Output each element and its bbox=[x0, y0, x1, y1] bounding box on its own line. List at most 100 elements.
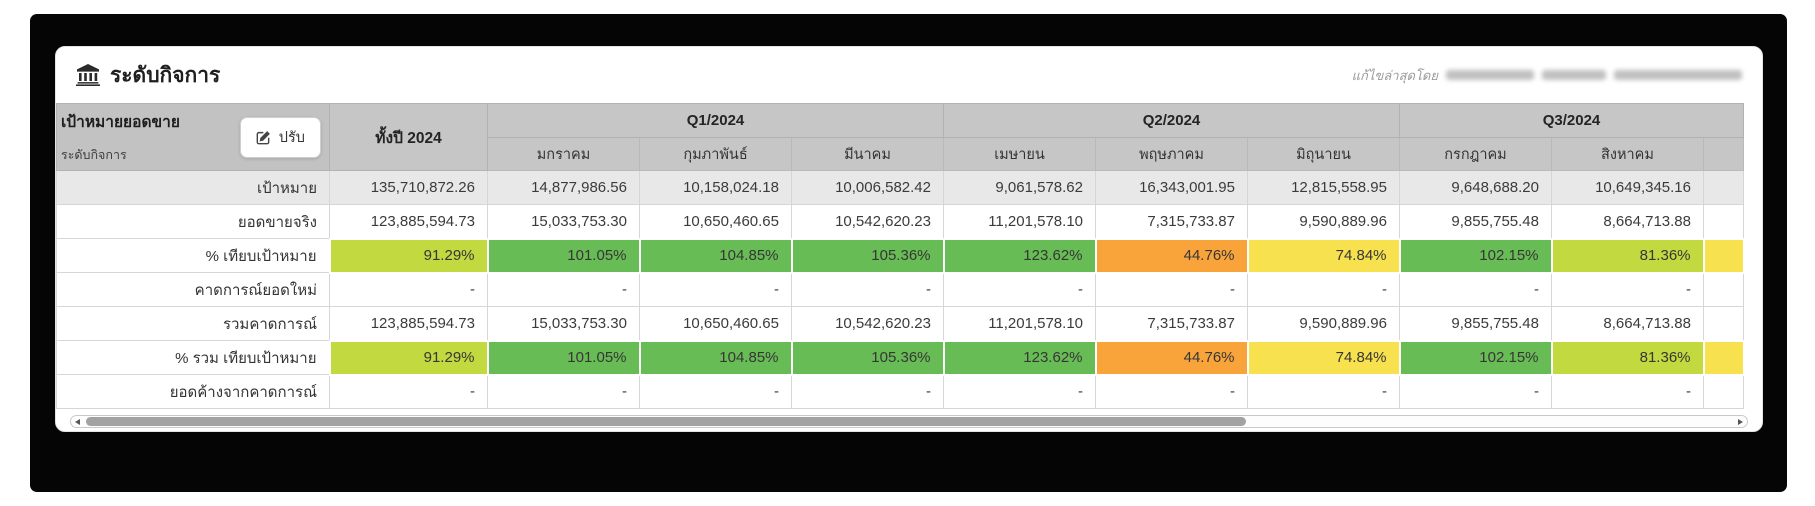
last-edited-redacted bbox=[1446, 70, 1534, 80]
cell: 15,033,753.30 bbox=[487, 204, 640, 239]
cell-partial bbox=[1703, 306, 1744, 341]
cell: 8,664,713.88 bbox=[1551, 306, 1704, 341]
cell: 9,855,755.48 bbox=[1399, 204, 1552, 239]
header-row-months: มกราคม กุมภาพันธ์ มีนาคม เมษายน พฤษภาคม … bbox=[57, 137, 1744, 171]
col-header-q3: Q3/2024 bbox=[1399, 103, 1744, 138]
cell-partial bbox=[1703, 374, 1744, 409]
percent-cell: 81.36% bbox=[1550, 237, 1705, 274]
cell: - bbox=[1095, 374, 1248, 409]
cell: 14,877,986.56 bbox=[487, 170, 640, 205]
percent-cell: 104.85% bbox=[638, 237, 793, 274]
row-label: คาดการณ์ยอดใหม่ bbox=[56, 272, 330, 307]
percent-cell: 44.76% bbox=[1094, 339, 1249, 376]
cell-partial bbox=[1703, 204, 1744, 239]
cell-partial bbox=[1702, 339, 1745, 376]
percent-cell: 91.29% bbox=[328, 339, 489, 376]
percent-cell: 101.05% bbox=[486, 237, 641, 274]
cell: - bbox=[329, 374, 488, 409]
adjust-button[interactable]: ปรับ bbox=[239, 116, 321, 158]
percent-cell: 74.84% bbox=[1246, 339, 1401, 376]
cell: 9,061,578.62 bbox=[943, 170, 1096, 205]
last-edited-label: แก้ไขล่าสุดโดย bbox=[1351, 67, 1438, 83]
cell: - bbox=[1399, 272, 1552, 307]
page-title: ระดับกิจการ bbox=[110, 63, 221, 87]
cell: - bbox=[943, 374, 1096, 409]
cell: - bbox=[1551, 272, 1704, 307]
last-edited-redacted bbox=[1614, 70, 1742, 80]
cell: 10,650,460.65 bbox=[639, 306, 792, 341]
cell: - bbox=[487, 272, 640, 307]
cell: - bbox=[791, 272, 944, 307]
scroll-right-icon[interactable] bbox=[1738, 418, 1743, 425]
cell: 11,201,578.10 bbox=[943, 204, 1096, 239]
cell-partial bbox=[1702, 237, 1745, 274]
cell: 10,542,620.23 bbox=[791, 204, 944, 239]
corner-subtitle: ระดับกิจการ bbox=[61, 148, 127, 162]
cell: 9,590,889.96 bbox=[1247, 306, 1400, 341]
scrollbar-thumb[interactable] bbox=[86, 417, 1246, 426]
cell: 15,033,753.30 bbox=[487, 306, 640, 341]
row-total-percent-vs-target: % รวม เทียบเป้าหมาย 91.29% 101.05% 104.8… bbox=[56, 339, 1745, 376]
cell: 11,201,578.10 bbox=[943, 306, 1096, 341]
cell: - bbox=[639, 272, 792, 307]
percent-cell: 123.62% bbox=[942, 237, 1097, 274]
percent-cell: 105.36% bbox=[790, 339, 945, 376]
last-edited-redacted bbox=[1542, 70, 1606, 80]
percent-cell: 101.05% bbox=[486, 339, 641, 376]
col-header-q2: Q2/2024 bbox=[943, 103, 1400, 138]
col-header-month-jun: มิถุนายน bbox=[1247, 137, 1400, 171]
cell: - bbox=[791, 374, 944, 409]
header-row-quarters: เป้าหมายยอดขาย ระดับกิจการ ปรับ bbox=[56, 103, 1744, 171]
cell: 10,158,024.18 bbox=[639, 170, 792, 205]
corner-cell: เป้าหมายยอดขาย ระดับกิจการ ปรับ bbox=[56, 103, 330, 171]
scroll-left-icon[interactable] bbox=[75, 418, 80, 425]
cell: 7,315,733.87 bbox=[1095, 306, 1248, 341]
row-target: เป้าหมาย 135,710,872.26 14,877,986.56 10… bbox=[56, 170, 1744, 205]
edit-icon bbox=[256, 130, 270, 144]
cell: - bbox=[943, 272, 1096, 307]
col-header-month-mar: มีนาคม bbox=[791, 137, 944, 171]
cell: - bbox=[329, 272, 488, 307]
row-label: รวมคาดการณ์ bbox=[56, 306, 330, 341]
row-label: ยอดค้างจากคาดการณ์ bbox=[56, 374, 330, 409]
cell: 9,648,688.20 bbox=[1399, 170, 1552, 205]
cell: 16,343,001.95 bbox=[1095, 170, 1248, 205]
row-total-forecast: รวมคาดการณ์ 123,885,594.73 15,033,753.30… bbox=[56, 306, 1744, 341]
cell: - bbox=[1095, 272, 1248, 307]
corner-title: เป้าหมายยอดขาย bbox=[61, 114, 180, 131]
col-header-month-apr: เมษายน bbox=[943, 137, 1096, 171]
percent-cell: 102.15% bbox=[1398, 237, 1553, 274]
panel: ระดับกิจการ แก้ไขล่าสุดโดย bbox=[55, 46, 1763, 432]
cell: 8,664,713.88 bbox=[1551, 204, 1704, 239]
col-header-q1: Q1/2024 bbox=[487, 103, 944, 138]
col-header-month-feb: กุมภาพันธ์ bbox=[639, 137, 792, 171]
cell: 10,542,620.23 bbox=[791, 306, 944, 341]
percent-cell: 91.29% bbox=[328, 237, 489, 274]
row-new-forecast: คาดการณ์ยอดใหม่ - - - - - - - - - bbox=[56, 272, 1744, 307]
title-bar: ระดับกิจการ แก้ไขล่าสุดโดย bbox=[56, 47, 1762, 103]
horizontal-scrollbar[interactable] bbox=[70, 415, 1748, 428]
row-outstanding-forecast: ยอดค้างจากคาดการณ์ - - - - - - - - - bbox=[56, 374, 1744, 409]
percent-cell: 123.62% bbox=[942, 339, 1097, 376]
percent-cell: 44.76% bbox=[1094, 237, 1249, 274]
cell: 123,885,594.73 bbox=[329, 306, 488, 341]
cell: - bbox=[1399, 374, 1552, 409]
col-header-month-partial bbox=[1703, 137, 1744, 171]
col-header-month-jul: กรกฎาคม bbox=[1399, 137, 1552, 171]
percent-cell: 102.15% bbox=[1398, 339, 1553, 376]
sales-target-table: เป้าหมายยอดขาย ระดับกิจการ ปรับ bbox=[56, 103, 1745, 409]
cell: 123,885,594.73 bbox=[329, 204, 488, 239]
cell: 9,590,889.96 bbox=[1247, 204, 1400, 239]
cell: - bbox=[1247, 272, 1400, 307]
col-header-year: ทั้งปี 2024 bbox=[329, 103, 488, 171]
cell: 12,815,558.95 bbox=[1247, 170, 1400, 205]
cell: - bbox=[487, 374, 640, 409]
percent-cell: 81.36% bbox=[1550, 339, 1705, 376]
adjust-button-label: ปรับ bbox=[278, 129, 305, 146]
cell: 10,006,582.42 bbox=[791, 170, 944, 205]
percent-cell: 74.84% bbox=[1246, 237, 1401, 274]
percent-cell: 105.36% bbox=[790, 237, 945, 274]
cell-partial bbox=[1703, 170, 1744, 205]
last-edited: แก้ไขล่าสุดโดย bbox=[1352, 65, 1742, 86]
